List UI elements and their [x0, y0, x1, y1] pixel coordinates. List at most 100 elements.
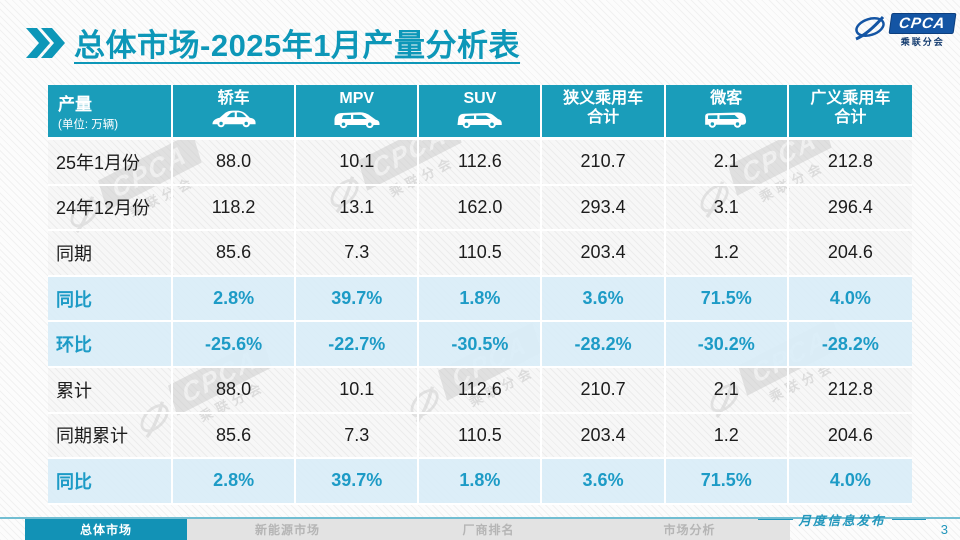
footer-note: 月度信息发布 [758, 510, 927, 529]
row-label: 25年1月份 [48, 140, 173, 184]
cell-value: 3.1 [666, 185, 789, 230]
cell-value: 112.6 [419, 367, 543, 412]
cell-value: 2.1 [666, 140, 789, 184]
cell-value: 293.4 [542, 185, 666, 230]
cell-value: 3.6% [542, 276, 666, 321]
page-title-rest: -2025年1月产量分析表 [200, 28, 521, 63]
row-label: 24年12月份 [48, 185, 173, 230]
row-label: 环比 [48, 322, 173, 366]
cell-value: 110.5 [419, 413, 543, 458]
cell-value: 88.0 [173, 140, 297, 184]
header-microvan: 微客 [666, 85, 789, 137]
cell-value: 212.8 [827, 379, 873, 400]
footer-tab-strip: 新能源市场 厂商排名 市场分析 [187, 519, 790, 540]
cell-value: 204.6 [827, 424, 873, 445]
header-mpv: MPV [296, 85, 420, 137]
row-label: 同期 [48, 231, 173, 275]
cell-value: 112.6 [419, 140, 543, 184]
cell-value: 13.1 [296, 185, 420, 230]
title-block: 总体市场-2025年1月产量分析表 [26, 20, 520, 65]
page-title: 总体市场-2025年1月产量分析表 [74, 20, 520, 65]
cpca-logo: CPCA 乘联分会 [852, 13, 957, 48]
suv-icon [456, 109, 504, 134]
table-row: 同期累计 85.6 7.3 110.5 203.4 1.2 204.6 [48, 413, 912, 460]
cell-value: -28.2% [542, 322, 666, 366]
cell-value: 296.4 [827, 196, 873, 217]
cell-value: 1.8% [419, 459, 543, 503]
note-line-right [891, 519, 927, 520]
table-row: 同期 85.6 7.3 110.5 203.4 1.2 204.6 [48, 231, 912, 277]
header-volume-title: 产量 [58, 95, 92, 114]
header-volume-unit: (单位: 万辆) [58, 119, 119, 131]
cell-value: 2.1 [666, 367, 789, 412]
cell-value: 10.1 [296, 140, 420, 184]
row-label: 同期累计 [48, 413, 173, 458]
production-table: 产量 (单位: 万辆) 轿车 MPV [48, 85, 912, 505]
tab-nev-market[interactable]: 新能源市场 [254, 523, 320, 537]
cell-value: 4.0% [829, 288, 871, 309]
tab-overall-market[interactable]: 总体市场 [25, 519, 187, 540]
header-volume: 产量 (单位: 万辆) [48, 85, 173, 137]
cell-value: 110.5 [419, 231, 543, 275]
cell-value: 71.5% [666, 459, 789, 503]
table-row: 同比 2.8% 39.7% 1.8% 3.6% 71.5% 4.0% [48, 459, 912, 505]
cpca-logo-subtext: 乘联分会 [900, 37, 945, 47]
cell-value: 1.2 [666, 413, 789, 458]
header-suv: SUV [419, 85, 543, 137]
table-body: 25年1月份 88.0 10.1 112.6 210.7 2.1 212.8 2… [48, 140, 912, 505]
page-number: 3 [940, 522, 948, 537]
cell-value: 162.0 [419, 185, 543, 230]
cell-value: 88.0 [173, 367, 297, 412]
page-title-prefix: 总体市场 [74, 28, 200, 63]
mpv-icon [333, 109, 381, 134]
cell-value: 71.5% [666, 276, 789, 321]
row-label: 同比 [48, 459, 173, 503]
header-narrow-pv-total: 狭义乘用车 合计 [542, 85, 666, 137]
table-header-row: 产量 (单位: 万辆) 轿车 MPV [48, 85, 912, 140]
header-broad-pv-total: 广义乘用车 合计 [810, 90, 891, 127]
cell-value: 118.2 [173, 185, 297, 230]
tab-oem-ranking[interactable]: 厂商排名 [462, 523, 515, 537]
cell-value: 2.8% [173, 459, 297, 503]
cell-value: -30.2% [666, 322, 789, 366]
double-chevron-icon [26, 27, 66, 58]
note-line-left [758, 519, 793, 520]
cell-value: 85.6 [173, 231, 297, 275]
table-row: 24年12月份 118.2 13.1 162.0 293.4 3.1 296.4 [48, 185, 912, 232]
cell-value: 204.6 [827, 242, 873, 263]
cell-value: 39.7% [296, 459, 420, 503]
table-row: 25年1月份 88.0 10.1 112.6 210.7 2.1 212.8 [48, 140, 912, 186]
sedan-icon [211, 109, 257, 133]
cpca-swoosh-icon [852, 13, 888, 48]
cell-value: 1.2 [666, 231, 789, 275]
cpca-logo-text: CPCA [889, 13, 957, 34]
cell-value: 85.6 [173, 413, 297, 458]
table-row: 同比 2.8% 39.7% 1.8% 3.6% 71.5% 4.0% [48, 276, 912, 323]
footer-tabs: 总体市场 新能源市场 厂商排名 市场分析 [25, 519, 790, 540]
footer-note-text: 月度信息发布 [798, 513, 886, 528]
row-label: 累计 [48, 367, 173, 412]
cell-value: 212.8 [827, 151, 873, 172]
cell-value: -22.7% [296, 322, 420, 366]
cell-value: 4.0% [829, 470, 871, 491]
cell-value: 203.4 [542, 231, 666, 275]
cell-value: -28.2% [821, 333, 879, 354]
table-row: 累计 88.0 10.1 112.6 210.7 2.1 212.8 [48, 367, 912, 414]
cell-value: -30.5% [419, 322, 543, 366]
header-sedan: 轿车 [173, 85, 297, 137]
cell-value: -25.6% [173, 322, 297, 366]
cell-value: 1.8% [419, 276, 543, 321]
microvan-icon [703, 109, 749, 134]
cell-value: 3.6% [542, 459, 666, 503]
cell-value: 2.8% [173, 276, 297, 321]
cell-value: 10.1 [296, 367, 420, 412]
row-label: 同比 [48, 276, 173, 321]
cell-value: 203.4 [542, 413, 666, 458]
tab-market-analysis[interactable]: 市场分析 [663, 523, 716, 537]
cell-value: 210.7 [542, 367, 666, 412]
cell-value: 7.3 [296, 413, 420, 458]
cell-value: 210.7 [542, 140, 666, 184]
cell-value: 7.3 [296, 231, 420, 275]
table-row: 环比 -25.6% -22.7% -30.5% -28.2% -30.2% -2… [48, 322, 912, 368]
